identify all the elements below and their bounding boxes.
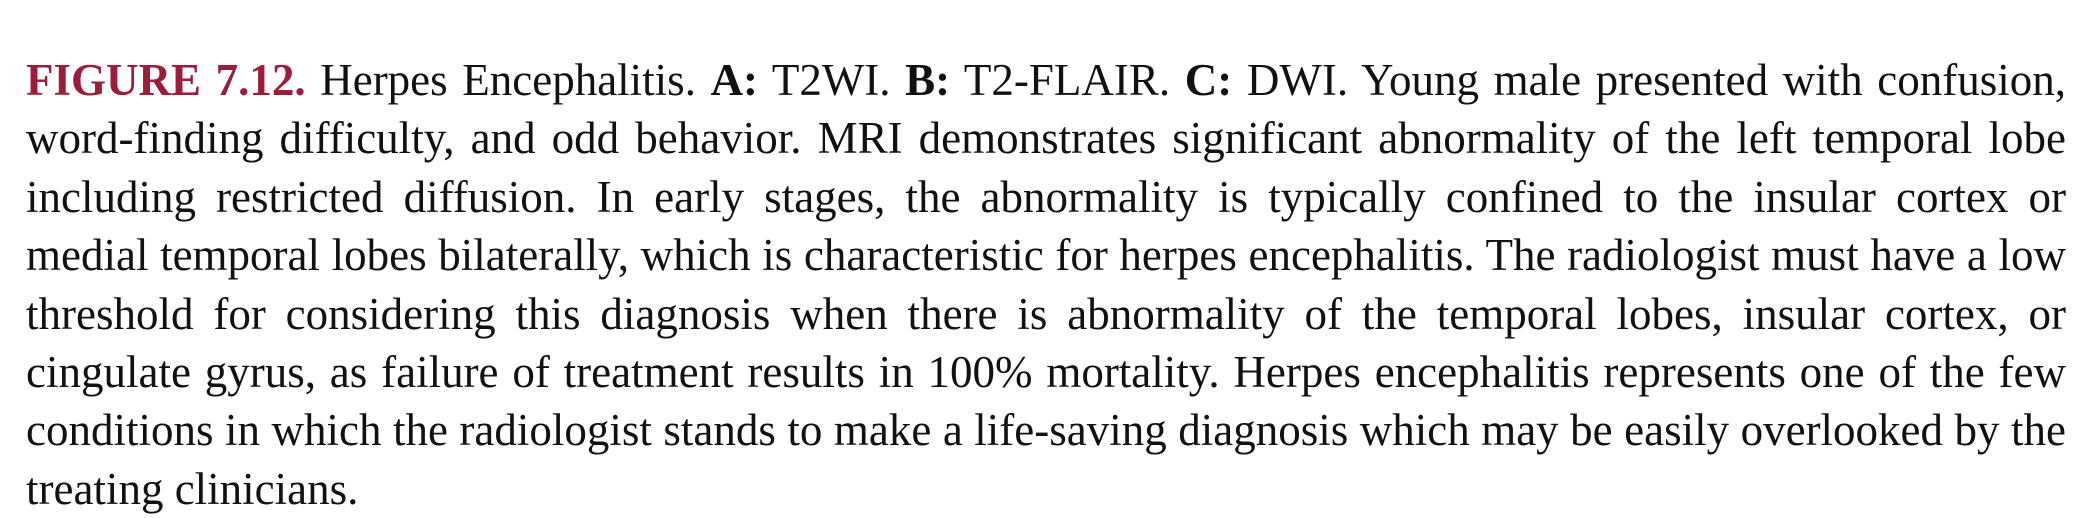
figure-label: FIGURE 7.12. [26, 55, 306, 105]
panel-c-text: DWI. [1232, 55, 1362, 105]
panel-b-label: B: [905, 55, 951, 105]
panel-b-text: T2-FLAIR. [950, 55, 1185, 105]
figure-title: Herpes Encephalitis. [305, 55, 711, 105]
panel-c-label: C: [1184, 55, 1233, 105]
caption-body: Young male presented with confusion, wor… [26, 55, 2067, 514]
panel-a-text: T2WI. [758, 55, 906, 105]
figure-caption: FIGURE 7.12. Herpes Encephalitis. A: T2W… [26, 51, 2066, 518]
panel-a-label: A: [710, 55, 759, 105]
